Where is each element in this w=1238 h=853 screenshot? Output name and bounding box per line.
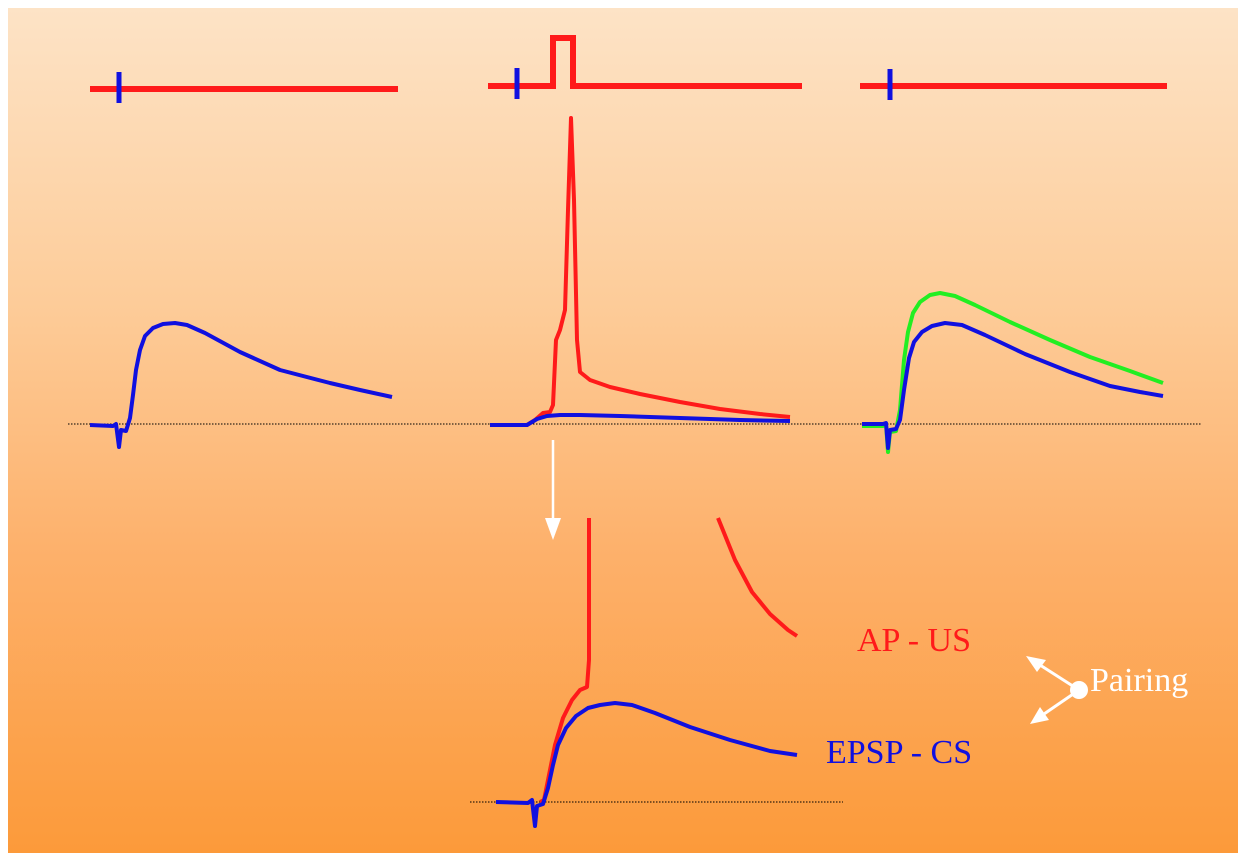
stimulus-step-panel-2 (488, 35, 802, 89)
epsp-trace-panel-1 (89, 321, 393, 449)
us-trace-panel-2 (490, 116, 791, 427)
epsp-trace-panel-3 (862, 321, 1164, 450)
pairing-label: Pairing (1090, 662, 1189, 699)
ap-us-label: AP - US (857, 622, 971, 659)
cs-trace-panel-2 (490, 413, 791, 427)
stimulus-row (90, 35, 1167, 103)
arrow-to-epsp-cs (1030, 707, 1049, 724)
cs-trace-inset (495, 701, 798, 828)
expand-arrow (545, 440, 561, 540)
slide-background (8, 8, 1238, 853)
epsp-cs-label: EPSP - CS (826, 734, 973, 771)
us-trace-inset-decay (716, 517, 799, 638)
arrow-to-ap-us (1026, 656, 1046, 672)
pairing-connector (1026, 656, 1088, 724)
us-trace-inset-upstroke (539, 518, 591, 804)
